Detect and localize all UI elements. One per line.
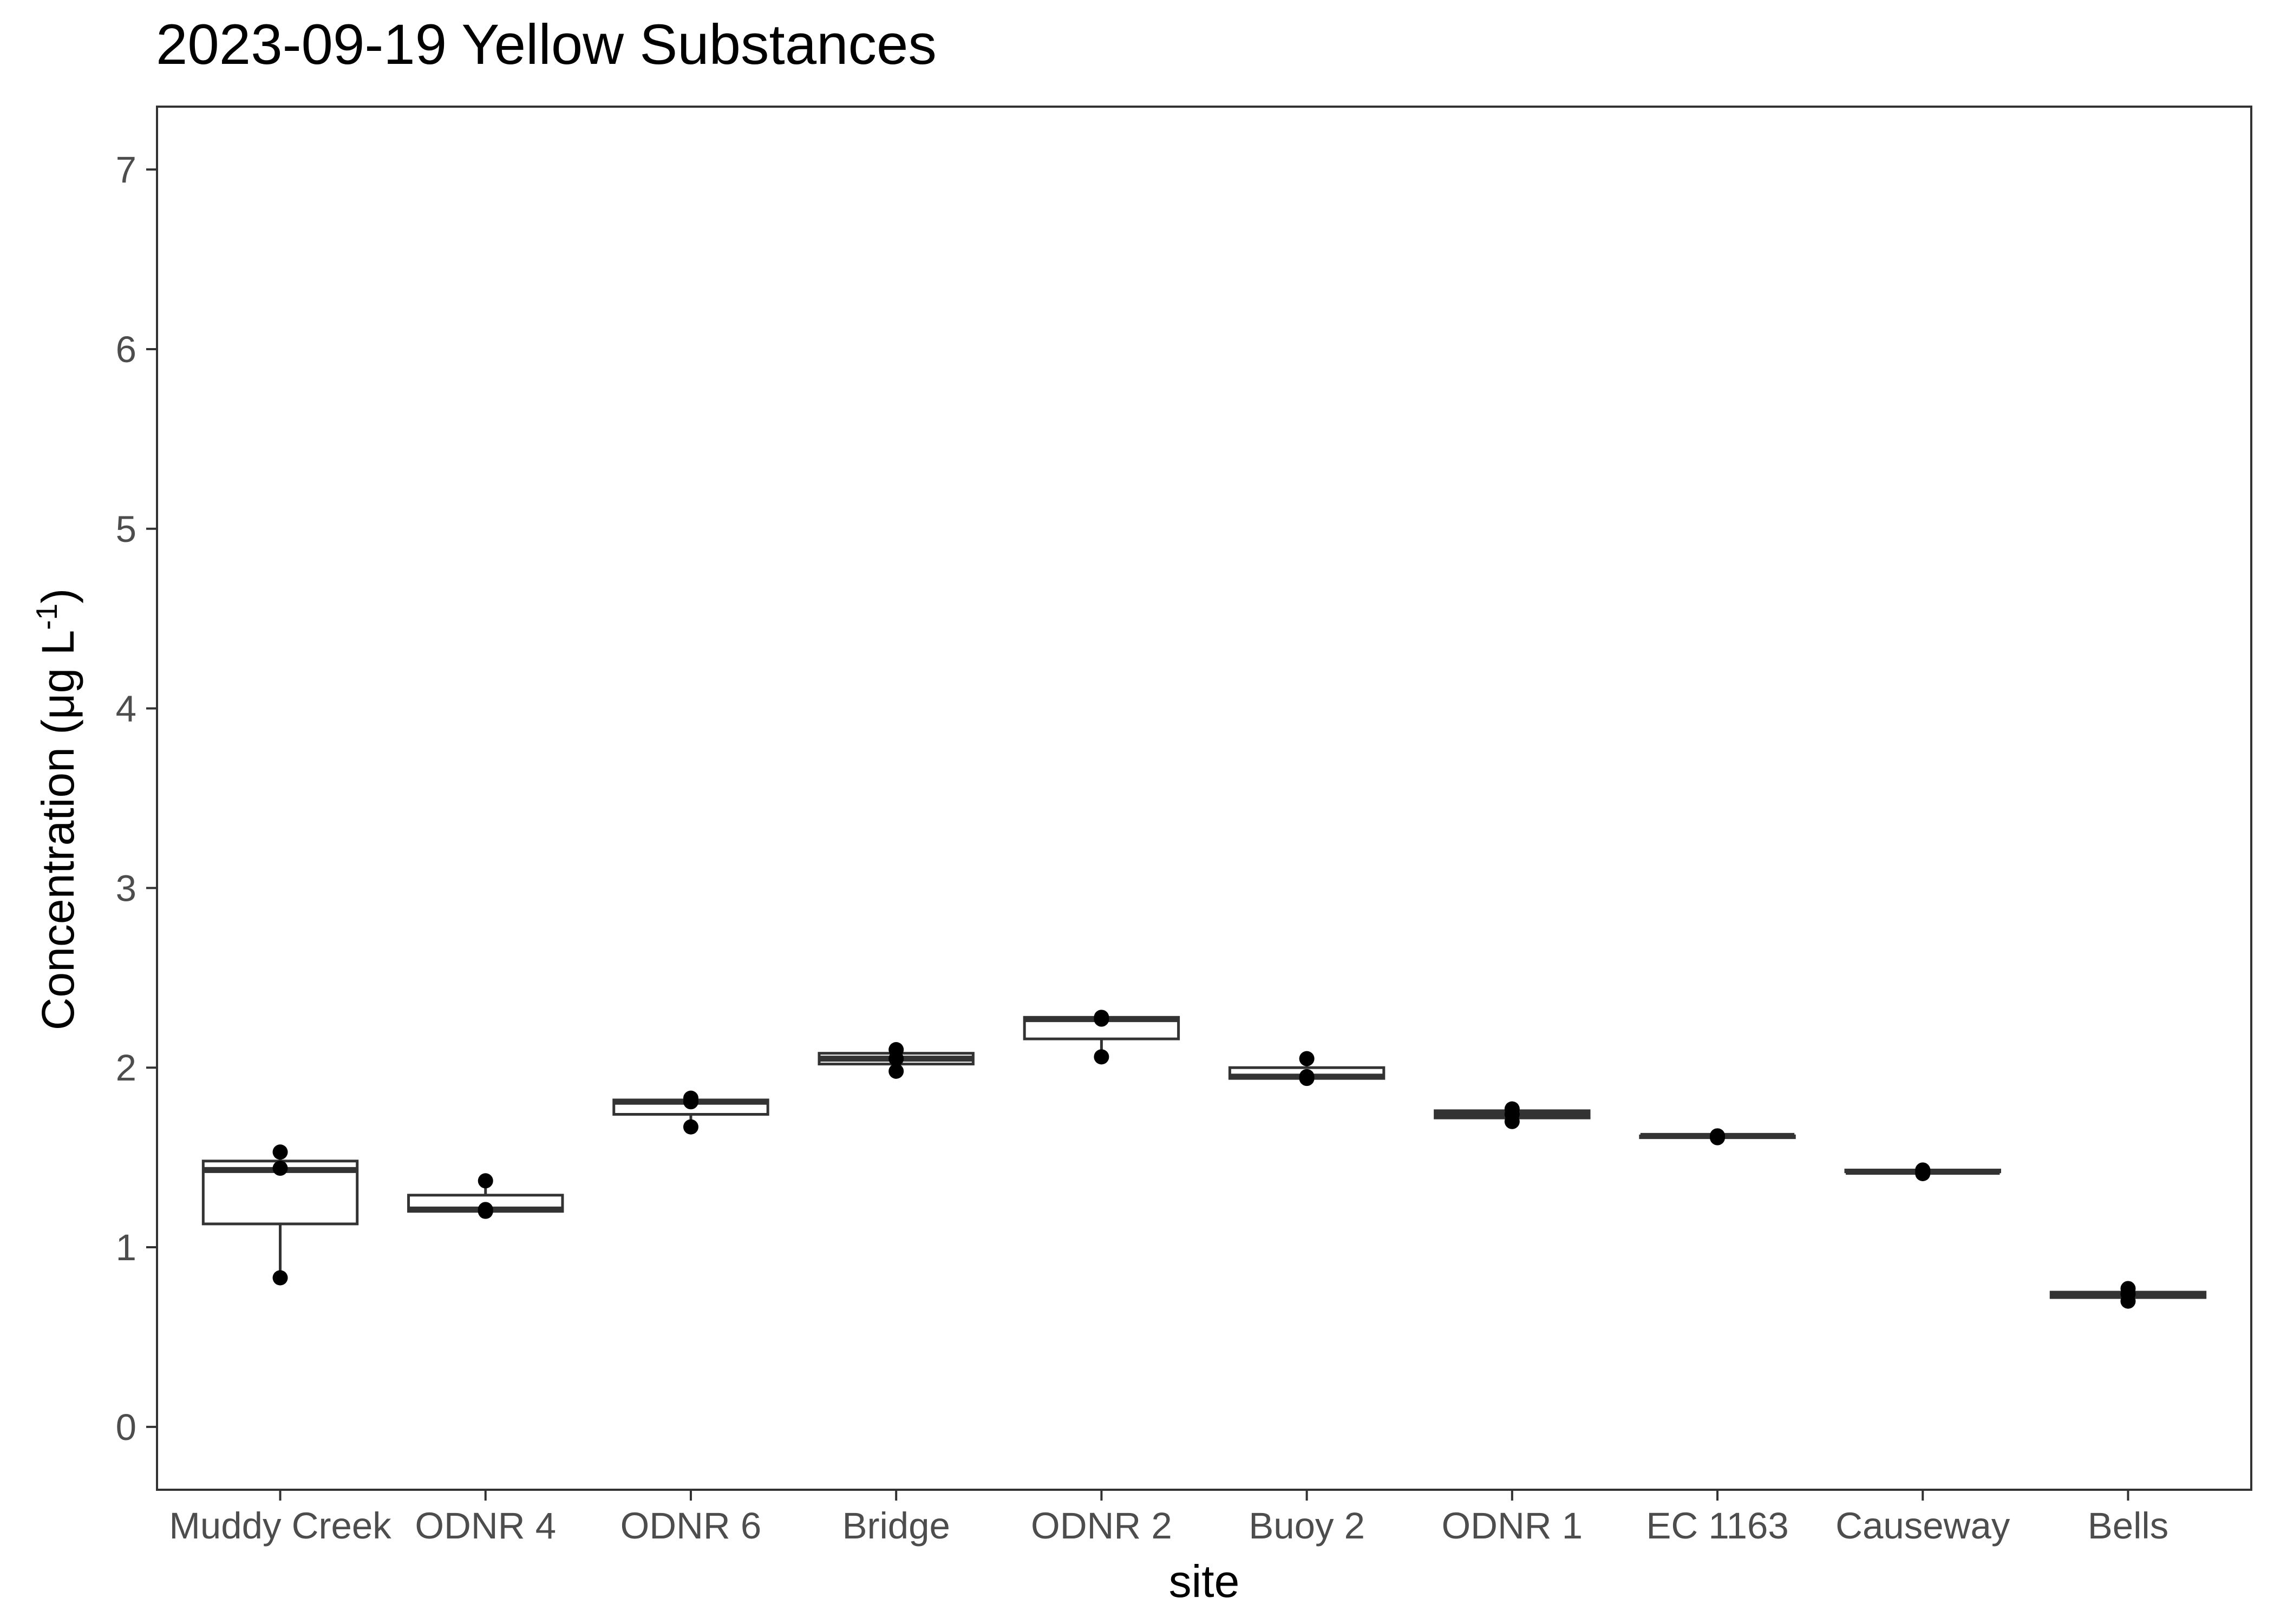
data-point xyxy=(1094,1011,1109,1027)
y-tick-label: 1 xyxy=(116,1227,136,1268)
data-point xyxy=(1094,1049,1109,1065)
plot-marks xyxy=(201,1010,2207,1309)
x-tick-label: EC 1163 xyxy=(1646,1505,1788,1547)
y-axis-title-superscript: -1 xyxy=(30,604,63,630)
x-axis: Muddy Creek ODNR 4 ODNR 6 Bridge ODNR 2 Buoy … xyxy=(169,1490,2168,1547)
box-group xyxy=(612,1090,769,1135)
data-point xyxy=(888,1063,904,1079)
data-point xyxy=(272,1270,288,1286)
box-group xyxy=(1844,1162,2001,1181)
y-axis-title-main: Concentration (μg L xyxy=(32,630,83,1030)
x-tick-label: Buoy 2 xyxy=(1249,1505,1365,1547)
x-tick-label: Bells xyxy=(2088,1505,2169,1547)
x-axis-title: site xyxy=(1169,1556,1240,1607)
x-tick-label: ODNR 4 xyxy=(415,1505,556,1547)
data-point xyxy=(1915,1166,1931,1181)
data-point xyxy=(1299,1071,1315,1086)
data-point xyxy=(2120,1293,2136,1309)
box-group xyxy=(1023,1010,1180,1065)
y-tick-label: 7 xyxy=(116,149,136,191)
data-point xyxy=(683,1119,698,1135)
y-tick-label: 6 xyxy=(116,329,136,370)
x-tick-label: ODNR 1 xyxy=(1441,1505,1583,1547)
box-group xyxy=(2049,1281,2207,1309)
y-tick-label: 0 xyxy=(116,1406,136,1448)
y-axis-title: Concentration (μg L-1) xyxy=(30,588,83,1030)
y-axis: 0 1 2 3 4 5 6 7 xyxy=(116,149,157,1448)
box-group xyxy=(201,1144,359,1286)
y-tick-label: 5 xyxy=(116,508,136,550)
x-tick-label: Causeway xyxy=(1835,1505,2010,1547)
y-axis-title-close: ) xyxy=(32,588,83,604)
box-group xyxy=(407,1173,564,1219)
data-point xyxy=(272,1144,288,1160)
y-tick-label: 2 xyxy=(116,1047,136,1089)
box-group xyxy=(1434,1101,1591,1129)
data-point xyxy=(272,1161,288,1176)
y-tick-label: 4 xyxy=(116,688,136,730)
y-tick-label: 3 xyxy=(116,867,136,909)
x-tick-label: ODNR 6 xyxy=(620,1505,762,1547)
box-group xyxy=(1639,1128,1796,1145)
data-point xyxy=(478,1202,493,1217)
data-point xyxy=(1299,1051,1315,1066)
box-group xyxy=(1228,1051,1386,1086)
x-tick-label: ODNR 2 xyxy=(1031,1505,1172,1547)
data-point xyxy=(888,1051,904,1066)
box-group xyxy=(818,1042,975,1079)
data-point xyxy=(683,1094,698,1110)
panel-border xyxy=(156,106,2252,1491)
data-point xyxy=(1504,1114,1520,1129)
data-point xyxy=(478,1173,493,1189)
chart-title: 2023-09-19 Yellow Substances xyxy=(156,13,937,76)
data-point xyxy=(1710,1130,1726,1145)
x-tick-label: Bridge xyxy=(842,1505,950,1547)
x-tick-label: Muddy Creek xyxy=(169,1505,391,1547)
